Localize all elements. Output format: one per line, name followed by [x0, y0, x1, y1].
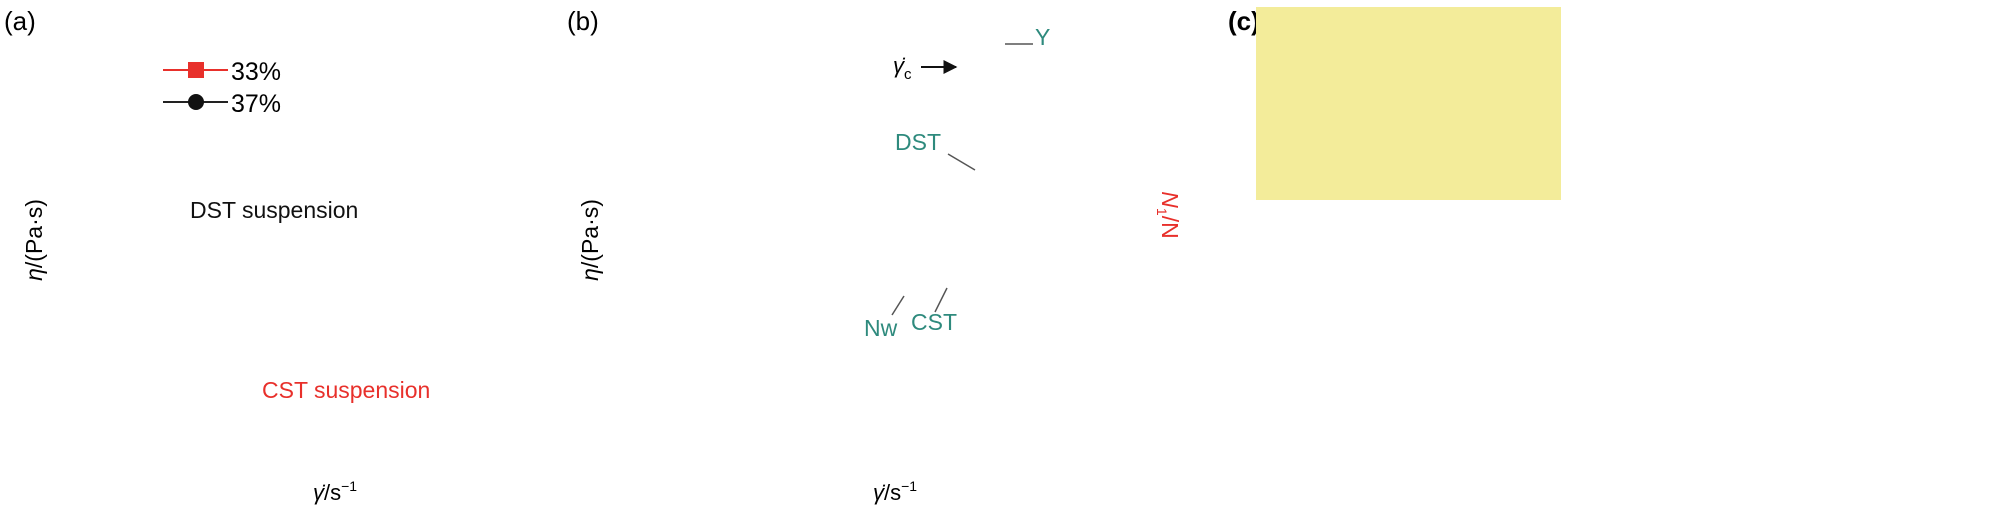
y-axis-right-label-b: N1/N	[1154, 191, 1183, 238]
annotation-nw: Nw	[864, 315, 898, 341]
annotation-cst: CST	[911, 309, 957, 335]
legend-label-37: 37%	[231, 90, 281, 118]
x-axis-label-a: γ̇/s−1	[313, 478, 357, 505]
panel-c: (c)	[1228, 6, 1561, 200]
legend-label-33: 33%	[231, 58, 281, 86]
annotation-dst-suspension: DST suspension	[190, 197, 358, 223]
annotation-cst-leader	[934, 287, 948, 313]
legend-marker-33	[188, 62, 204, 78]
legend-marker-37	[188, 94, 204, 110]
annotation-cst-suspension: CST suspension	[262, 377, 430, 403]
emulsion-fill-20	[1256, 7, 1561, 198]
y-axis-label-b: η/(Pa·s)	[577, 199, 603, 281]
annotation-nw-leader	[891, 295, 905, 316]
y-axis-label-b-text: η/(Pa·s)	[577, 199, 603, 281]
y-axis-right-label-b-text: N1/N	[1154, 191, 1183, 238]
annotation-dst-leader	[947, 153, 976, 171]
panel-b: (b) γ̇c Y DST Nw CST η/(Pa·s) N1/N γ̇/s−…	[567, 6, 1183, 505]
panel-label-c: (c)	[1228, 6, 1260, 36]
y-axis-label-a: η/(Pa·s)	[21, 199, 47, 281]
annotation-critical-rate: γ̇c	[893, 53, 912, 83]
panel-label-b: (b)	[567, 6, 599, 36]
annotation-y: Y	[1035, 24, 1050, 50]
annotation-dst: DST	[895, 129, 941, 155]
legend-a: 33% 37%	[163, 58, 281, 118]
panel-a: (a) 33% 37% DST suspension CST suspensio…	[4, 6, 430, 505]
x-axis-label-b: γ̇/s−1	[873, 478, 917, 505]
y-axis-label-a-text: η/(Pa·s)	[21, 199, 47, 281]
panel-label-a: (a)	[4, 6, 36, 36]
